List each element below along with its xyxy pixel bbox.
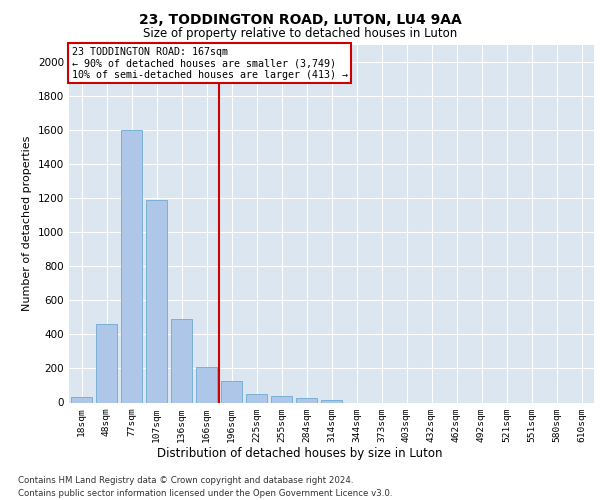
Bar	[321, 400, 342, 402]
Text: 23 TODDINGTON ROAD: 167sqm
← 90% of detached houses are smaller (3,749)
10% of s: 23 TODDINGTON ROAD: 167sqm ← 90% of deta…	[71, 47, 347, 80]
Bar	[196, 367, 217, 402]
Bar	[171, 319, 192, 402]
Text: Contains public sector information licensed under the Open Government Licence v3: Contains public sector information licen…	[18, 489, 392, 498]
Bar	[71, 398, 92, 402]
Bar	[271, 396, 292, 402]
Bar	[146, 200, 167, 402]
Bar	[221, 381, 242, 402]
Text: 23, TODDINGTON ROAD, LUTON, LU4 9AA: 23, TODDINGTON ROAD, LUTON, LU4 9AA	[139, 12, 461, 26]
Text: Distribution of detached houses by size in Luton: Distribution of detached houses by size …	[157, 448, 443, 460]
Bar	[246, 394, 267, 402]
Text: Size of property relative to detached houses in Luton: Size of property relative to detached ho…	[143, 28, 457, 40]
Bar	[121, 130, 142, 402]
Y-axis label: Number of detached properties: Number of detached properties	[22, 136, 32, 312]
Bar	[96, 324, 117, 402]
Text: Contains HM Land Registry data © Crown copyright and database right 2024.: Contains HM Land Registry data © Crown c…	[18, 476, 353, 485]
Bar	[296, 398, 317, 402]
